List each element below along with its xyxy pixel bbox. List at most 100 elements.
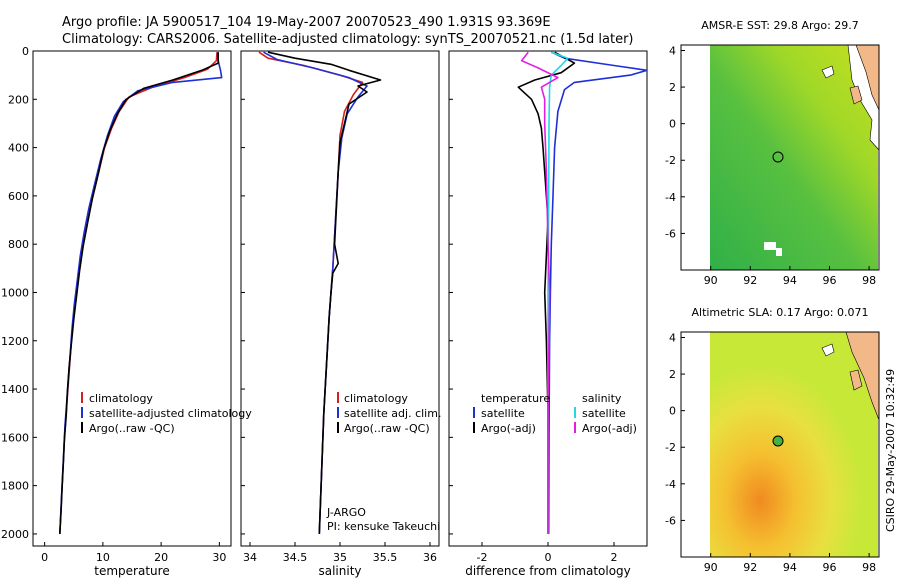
series-line-climatology (59, 52, 218, 534)
sst-map-axis: 90 92 94 96 98 -6 -4 -2 0 2 4 (665, 44, 876, 287)
y-tick-label: 2000 (1, 528, 29, 541)
map-y-tick-label: 2 (669, 368, 676, 381)
map-y-tick-label: 0 (669, 118, 676, 131)
temperature-lines (59, 52, 223, 534)
map-x-tick-label: 90 (704, 561, 718, 574)
map-x-tick-label: 96 (823, 561, 837, 574)
legend-label-climatology: climatology (89, 392, 153, 405)
salinity-lines (258, 51, 382, 534)
map-x-tick-label: 94 (783, 274, 797, 287)
sla-ocean (710, 332, 878, 557)
sst-land-island-2 (849, 85, 863, 105)
x-tick-label: 35 (333, 551, 347, 564)
x-tick-label: 34.5 (283, 551, 308, 564)
sla-land-island-2 (849, 369, 863, 391)
map-y-tick-label: -2 (665, 154, 676, 167)
map-x-tick-label: 92 (743, 274, 757, 287)
map-x-tick-label: 98 (862, 274, 876, 287)
pi-annotation: PI: kensuke Takeuchi (327, 520, 440, 533)
map-x-tick-label: 90 (704, 274, 718, 287)
sst-land-coast (855, 45, 879, 111)
legend-label-satellite: satellite-adjusted climatology (89, 407, 252, 420)
sst-map-frame (680, 44, 880, 271)
map-x-tick-label: 92 (743, 561, 757, 574)
x-tick-label: 10 (96, 551, 110, 564)
x-tick-label: 0 (41, 551, 48, 564)
legend-label-sal-argo: Argo(-adj) (582, 422, 637, 435)
y-tick-label: 1200 (1, 335, 29, 348)
x-tick-label: 0 (545, 551, 552, 564)
sla-map-frame (680, 331, 880, 558)
y-tick-label: 1400 (1, 383, 29, 396)
map-y-tick-label: -6 (665, 514, 676, 527)
legend-label-sal-satellite: satellite (582, 407, 626, 420)
y-tick-label: 400 (8, 142, 29, 155)
difference-xlabel: difference from climatology (465, 564, 631, 578)
map-y-tick-label: 4 (669, 44, 676, 57)
series-line-argo-raw-qc- (59, 52, 219, 534)
series-line-climatology (258, 51, 364, 534)
legend-label-temp-satellite: satellite (481, 407, 525, 420)
sla-argo-marker (772, 435, 784, 447)
map-y-tick-label: -4 (665, 191, 676, 204)
series-line-satellite-adjusted-climatology (59, 52, 223, 534)
y-tick-label: 200 (8, 93, 29, 106)
sla-land-island-1 (821, 343, 835, 357)
salinity-panel-frame (240, 50, 440, 547)
x-tick-label: 2 (611, 551, 618, 564)
salinity-axis: 34 34.5 35 35.5 36 (241, 50, 437, 564)
map-y-tick-label: -6 (665, 227, 676, 240)
x-tick-label: 30 (212, 551, 226, 564)
map-y-tick-label: 0 (669, 405, 676, 418)
salinity-legend: climatology satellite adj. clim. Argo(..… (337, 392, 441, 435)
sla-map-title: Altimetric SLA: 0.17 Argo: 0.071 (691, 306, 868, 319)
y-tick-label: 600 (8, 190, 29, 203)
legend-label-temp-argo: Argo(-adj) (481, 422, 536, 435)
sst-land-island-1 (821, 65, 835, 79)
y-tick-label: 0 (22, 45, 29, 58)
legend-group-salinity: salinity (582, 392, 622, 405)
legend-label-satellite: satellite adj. clim. (344, 407, 441, 420)
series-line-argo-raw-qc- (267, 51, 382, 534)
map-y-tick-label: -2 (665, 441, 676, 454)
sla-map-axis: 90 92 94 96 98 -6 -4 -2 0 2 4 (665, 331, 876, 574)
sst-map-title: AMSR-E SST: 29.8 Argo: 29.7 (701, 19, 859, 32)
legend-label-argo: Argo(..raw -QC) (89, 422, 175, 435)
y-tick-label: 1800 (1, 480, 29, 493)
sst-argo-marker (772, 151, 784, 163)
legend-label-climatology: climatology (344, 392, 408, 405)
header-line-2: Climatology: CARS2006. Satellite-adjuste… (62, 32, 634, 47)
salinity-xlabel: salinity (318, 564, 361, 578)
jargo-annotation: J-ARGO (326, 506, 366, 519)
series-line-temperature-argo-adj- (517, 51, 576, 534)
legend-group-temperature: temperature (481, 392, 550, 405)
map-y-tick-label: -4 (665, 478, 676, 491)
sst-map-field (681, 45, 879, 270)
temperature-panel-frame (32, 50, 232, 547)
sla-land-coast (845, 332, 879, 421)
header-line-1: Argo profile: JA 5900517_104 19-May-2007… (62, 15, 551, 30)
map-y-tick-label: 4 (669, 331, 676, 344)
temperature-legend: climatology satellite-adjusted climatolo… (81, 392, 252, 435)
x-tick-label: 36 (423, 551, 437, 564)
y-tick-label: 800 (8, 238, 29, 251)
temperature-xlabel: temperature (94, 564, 169, 578)
map-x-tick-label: 94 (783, 561, 797, 574)
map-x-tick-label: 96 (823, 274, 837, 287)
sst-missing-patch (764, 242, 782, 256)
temperature-axis: 0 10 20 30 0 200 400 600 800 1000 1200 1400 1600 1800… (1, 45, 226, 564)
difference-lines (517, 51, 647, 534)
y-tick-label: 1600 (1, 431, 29, 444)
series-line-satellite-adj-clim- (263, 51, 368, 534)
legend-label-argo: Argo(..raw -QC) (344, 422, 430, 435)
x-tick-label: 20 (154, 551, 168, 564)
difference-axis: -2 0 2 (449, 50, 618, 564)
sst-ocean (710, 45, 878, 270)
series-line-temperature-satellite (547, 51, 647, 534)
x-tick-label: 35.5 (373, 551, 398, 564)
series-line-salinity-argo-adj- (520, 51, 559, 534)
map-x-tick-label: 98 (862, 561, 876, 574)
x-tick-label: -2 (477, 551, 488, 564)
difference-legend: temperature satellite Argo(-adj) salinit… (473, 392, 637, 435)
